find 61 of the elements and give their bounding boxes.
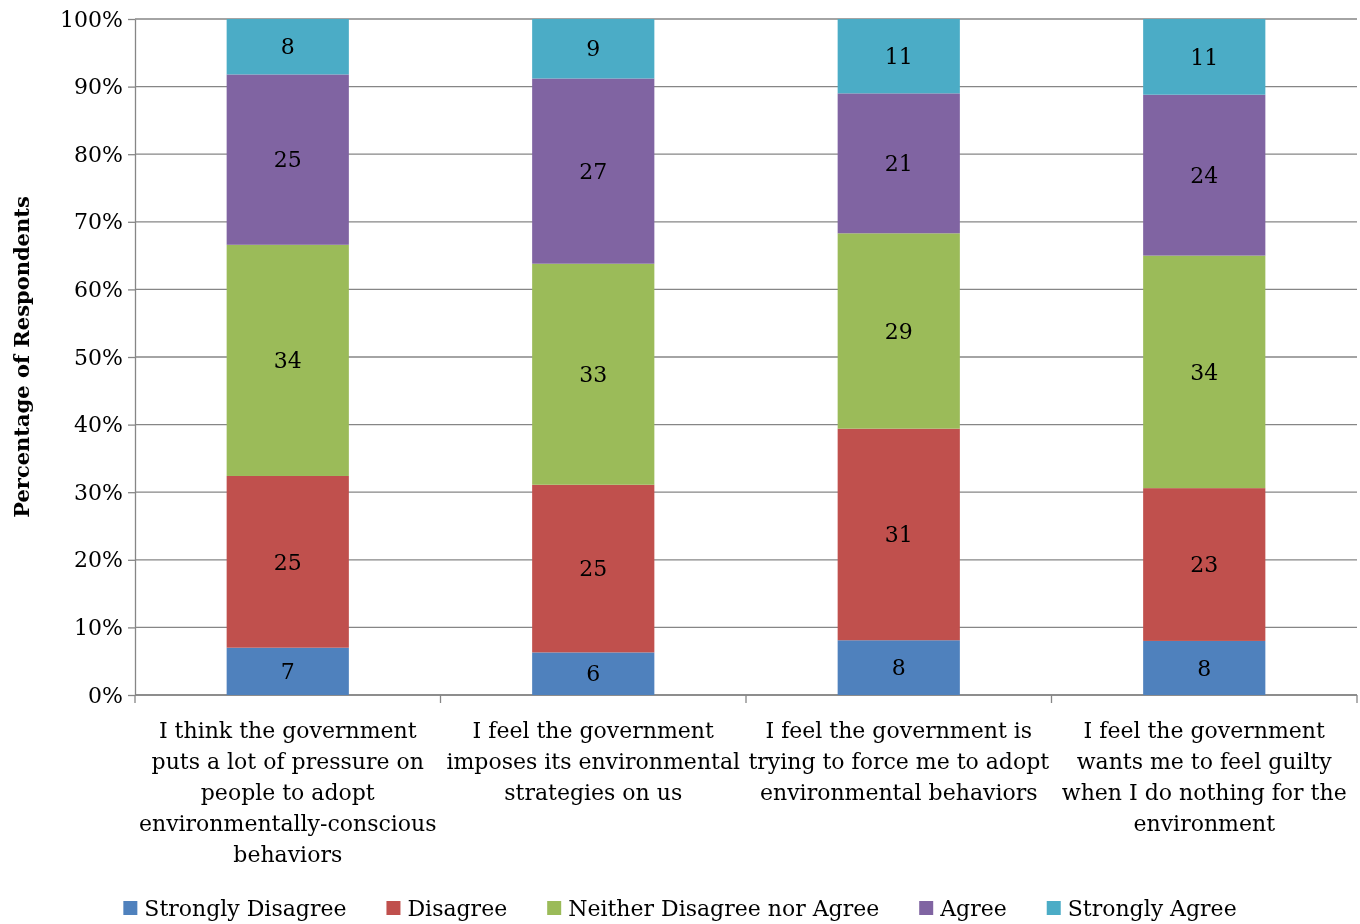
y-tick-label: 0% (88, 682, 123, 708)
bar (226, 475, 349, 648)
legend-label: Strongly Disagree (144, 895, 347, 921)
data-label: 27 (579, 158, 608, 184)
bar (1143, 94, 1266, 256)
data-label: 29 (884, 318, 913, 344)
data-label: 23 (1190, 552, 1219, 578)
legend-label: Neither Disagree nor Agree (568, 895, 880, 921)
bar (837, 19, 960, 94)
y-tick-label: 20% (74, 547, 123, 573)
x-tick-label: I feel the government wants me to feel guilty when I do nothing for the environment (1061, 718, 1347, 836)
bar (837, 640, 960, 695)
data-label: 25 (273, 549, 302, 575)
y-tick-label: 80% (74, 141, 123, 167)
data-label: 11 (884, 43, 913, 69)
bar (532, 78, 655, 264)
y-tick-label: 40% (74, 412, 123, 438)
bar (1143, 255, 1266, 489)
data-label: 34 (1190, 359, 1219, 385)
y-tick-label: 10% (74, 614, 123, 640)
legend-label: Disagree (407, 895, 508, 921)
data-label: 9 (586, 36, 601, 62)
y-tick-label: 90% (74, 74, 123, 100)
y-tick-label: 70% (74, 209, 123, 235)
data-label: 7 (280, 659, 295, 685)
legend-label: Strongly Agree (1067, 895, 1237, 921)
bar (532, 652, 655, 695)
x-tick-label: I feel the government imposes its environmental strategies on us (446, 718, 741, 805)
bar (226, 74, 349, 245)
data-label: 6 (586, 661, 601, 687)
data-label: 31 (884, 522, 913, 548)
bar (837, 233, 960, 429)
data-label: 8 (891, 655, 906, 681)
data-label: 8 (1197, 655, 1212, 681)
data-label: 8 (280, 34, 295, 60)
bar (226, 19, 349, 75)
y-tick-label: 30% (74, 479, 123, 505)
data-label: 25 (579, 556, 608, 582)
bar (226, 244, 349, 476)
bar (532, 263, 655, 485)
y-tick-label: 60% (74, 276, 123, 302)
bar (1143, 640, 1266, 695)
data-label: 24 (1190, 162, 1219, 188)
bar (837, 93, 960, 234)
y-axis-title: Percentage of Respondents (9, 196, 34, 518)
bar (532, 484, 655, 653)
y-tick-label: 50% (74, 344, 123, 370)
data-label: 25 (273, 147, 302, 173)
bar (226, 647, 349, 695)
data-label: 34 (273, 348, 302, 374)
data-label: 11 (1190, 44, 1219, 70)
bar (837, 428, 960, 641)
x-tick-label: I think the government puts a lot of pressure on people to adopt environmentally-conscious behaviors (138, 718, 437, 867)
bar (1143, 19, 1266, 95)
bar (1143, 488, 1266, 641)
data-label: 33 (579, 361, 608, 387)
data-label: 21 (884, 151, 913, 177)
x-tick-label: I feel the government is trying to force me to adopt environmental behaviors (748, 718, 1050, 805)
legend-label: Agree (939, 895, 1007, 921)
bar (532, 19, 655, 79)
y-tick-label: 100% (60, 6, 123, 32)
